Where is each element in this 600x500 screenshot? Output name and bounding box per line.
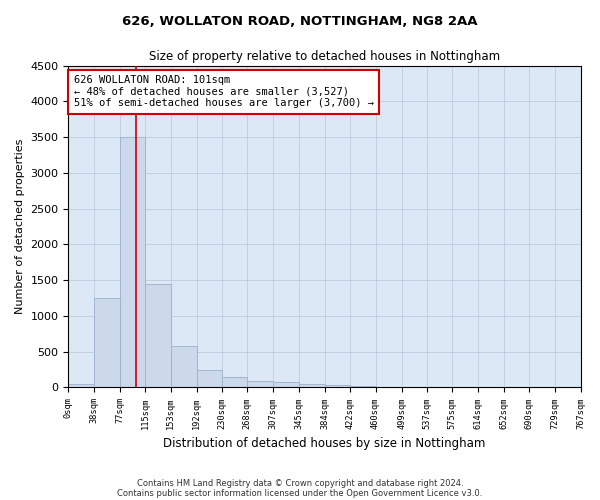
Bar <box>197 370 222 388</box>
Title: Size of property relative to detached houses in Nottingham: Size of property relative to detached ho… <box>149 50 500 63</box>
Bar <box>325 386 350 388</box>
X-axis label: Distribution of detached houses by size in Nottingham: Distribution of detached houses by size … <box>163 437 485 450</box>
Bar <box>222 376 247 388</box>
Bar <box>145 284 170 388</box>
Bar <box>94 298 120 388</box>
Text: Contains HM Land Registry data © Crown copyright and database right 2024.: Contains HM Land Registry data © Crown c… <box>137 478 463 488</box>
Text: Contains public sector information licensed under the Open Government Licence v3: Contains public sector information licen… <box>118 488 482 498</box>
Y-axis label: Number of detached properties: Number of detached properties <box>15 139 25 314</box>
Bar <box>247 381 274 388</box>
Bar <box>350 386 376 388</box>
Text: 626, WOLLATON ROAD, NOTTINGHAM, NG8 2AA: 626, WOLLATON ROAD, NOTTINGHAM, NG8 2AA <box>122 15 478 28</box>
Bar <box>68 384 94 388</box>
Text: 626 WOLLATON ROAD: 101sqm
← 48% of detached houses are smaller (3,527)
51% of se: 626 WOLLATON ROAD: 101sqm ← 48% of detac… <box>74 75 374 108</box>
Bar <box>299 384 325 388</box>
Bar <box>120 137 145 388</box>
Bar <box>170 346 197 388</box>
Bar <box>274 382 299 388</box>
